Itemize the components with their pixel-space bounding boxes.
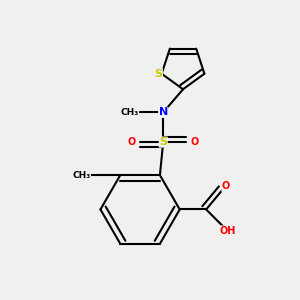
Text: S: S	[159, 137, 167, 147]
Text: O: O	[128, 137, 136, 147]
Text: O: O	[222, 181, 230, 191]
Text: OH: OH	[219, 226, 236, 236]
Text: O: O	[190, 137, 199, 147]
Text: S: S	[154, 69, 162, 79]
Text: N: N	[159, 107, 168, 117]
Text: CH₃: CH₃	[120, 108, 139, 117]
Text: CH₃: CH₃	[72, 171, 90, 180]
